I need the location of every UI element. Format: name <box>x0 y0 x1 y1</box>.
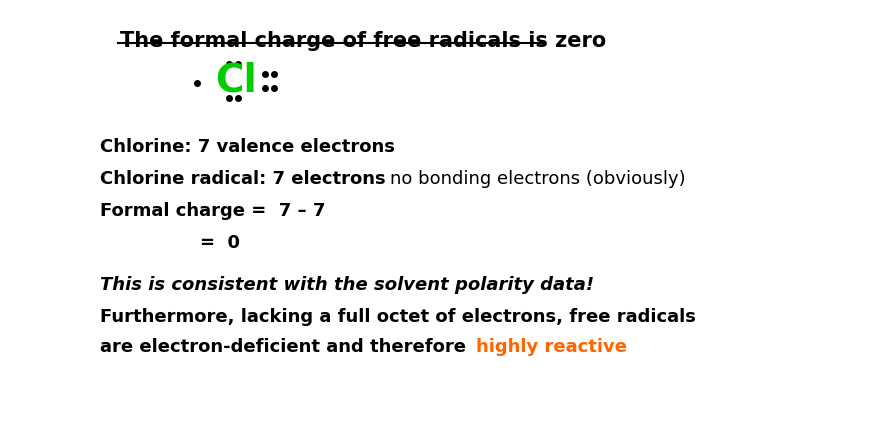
Text: =  0: = 0 <box>200 234 240 252</box>
Text: highly reactive: highly reactive <box>476 338 627 356</box>
Text: Formal charge =  7 – 7: Formal charge = 7 – 7 <box>100 202 325 220</box>
Text: Chlorine: 7 valence electrons: Chlorine: 7 valence electrons <box>100 138 395 156</box>
Text: Cl: Cl <box>215 62 256 100</box>
Text: This is consistent with the solvent polarity data!: This is consistent with the solvent pola… <box>100 276 594 294</box>
Text: The formal charge of free radicals is zero: The formal charge of free radicals is ze… <box>120 31 606 51</box>
Text: Furthermore, lacking a full octet of electrons, free radicals: Furthermore, lacking a full octet of ele… <box>100 308 696 326</box>
Text: are electron-deficient and therefore: are electron-deficient and therefore <box>100 338 473 356</box>
Text: no bonding electrons (obviously): no bonding electrons (obviously) <box>390 170 685 188</box>
Text: Chlorine radical: 7 electrons: Chlorine radical: 7 electrons <box>100 170 385 188</box>
